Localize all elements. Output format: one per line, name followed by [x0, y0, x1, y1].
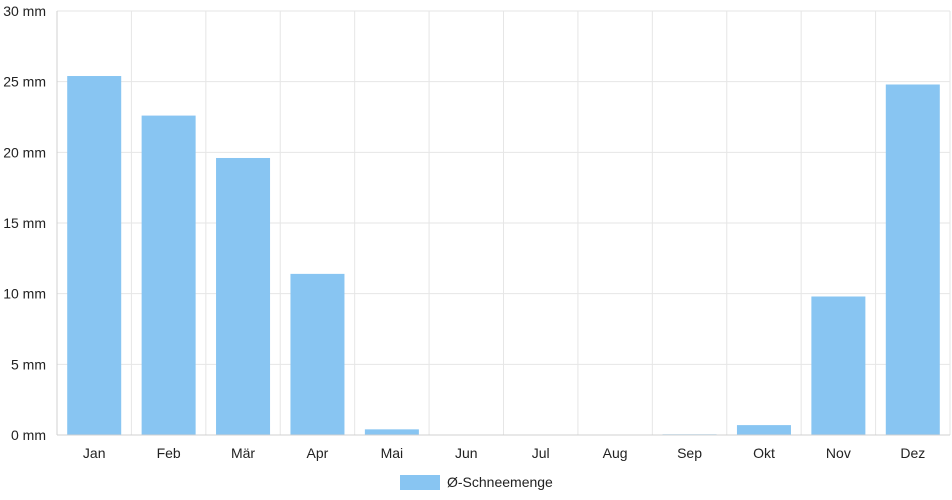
bar[interactable] [290, 273, 345, 435]
legend-label[interactable]: Ø-Schneemenge [447, 474, 553, 490]
labels-layer: 0 mm 5 mm 10 mm 15 mm 20 mm 25 mm 30 mm Jan Feb M… [3, 3, 925, 461]
axis-layer [56, 11, 950, 436]
x-tick-label: Jul [532, 445, 550, 461]
bar[interactable] [885, 84, 940, 435]
legend-swatch[interactable] [400, 475, 440, 490]
y-tick-label: 5 mm [11, 356, 46, 372]
y-tick-label: 0 mm [11, 427, 46, 443]
y-tick-label: 30 mm [3, 3, 46, 19]
x-tick-label: Aug [603, 445, 628, 461]
x-tick-label: Dez [900, 445, 925, 461]
x-tick-label: Sep [677, 445, 702, 461]
x-tick-label: Apr [307, 445, 329, 461]
y-tick-label: 15 mm [3, 215, 46, 231]
bars-layer [67, 76, 940, 435]
x-tick-label: Okt [753, 445, 775, 461]
bar[interactable] [141, 115, 196, 435]
x-tick-label: Mai [381, 445, 404, 461]
bar[interactable] [216, 157, 271, 435]
y-tick-label: 20 mm [3, 144, 46, 160]
bar[interactable] [364, 429, 419, 435]
x-tick-label: Jun [455, 445, 478, 461]
x-tick-label: Jan [83, 445, 106, 461]
legend[interactable]: Ø-Schneemenge [400, 474, 553, 490]
bar[interactable] [67, 76, 122, 435]
y-tick-label: 25 mm [3, 74, 46, 90]
y-tick-label: 10 mm [3, 286, 46, 302]
x-tick-label: Nov [826, 445, 851, 461]
x-tick-label: Mär [231, 445, 255, 461]
bar[interactable] [736, 425, 791, 435]
grid-layer [56, 10, 951, 436]
bar[interactable] [811, 296, 866, 435]
x-tick-label: Feb [157, 445, 181, 461]
